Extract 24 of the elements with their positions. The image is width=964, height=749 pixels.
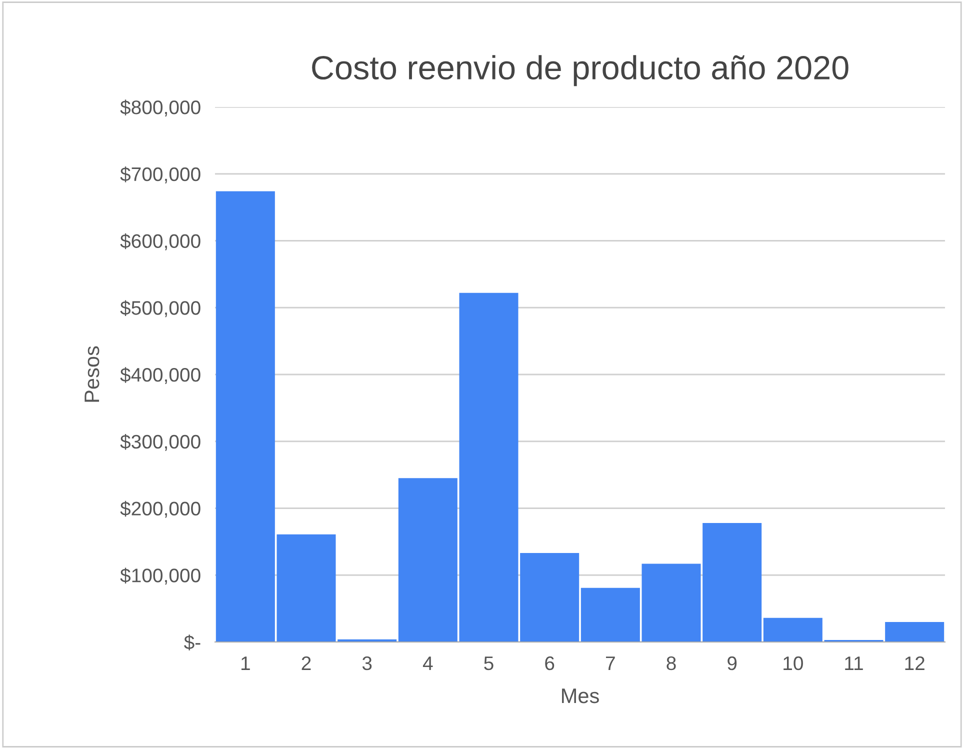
y-tick-label: $800,000 <box>120 100 200 117</box>
x-tick-label: 9 <box>728 656 737 670</box>
x-tick-label: 6 <box>545 656 554 670</box>
x-tick-label: 5 <box>484 656 494 670</box>
x-tick-label: 7 <box>606 656 615 670</box>
x-tick-label: 1 <box>241 656 250 670</box>
x-tick-label: 8 <box>666 656 676 670</box>
y-tick-label: $200,000 <box>120 500 200 518</box>
y-tick-label: $100,000 <box>120 568 200 585</box>
y-tick-label: $600,000 <box>120 233 200 250</box>
y-tick-label: $300,000 <box>120 434 200 451</box>
x-tick-label: 10 <box>784 656 803 670</box>
y-tick-label: $400,000 <box>120 367 200 384</box>
x-axis-title: Mes <box>562 688 599 704</box>
y-axis-title: Pesos <box>84 346 100 402</box>
x-tick-label: 12 <box>905 656 924 670</box>
y-tick-label: $- <box>184 634 200 650</box>
x-tick-label: 11 <box>845 656 863 670</box>
x-tick-label: 2 <box>302 656 311 670</box>
chart-title: Costo reenvio de producto año 2020 <box>312 55 848 86</box>
y-tick-label: $500,000 <box>120 300 200 318</box>
x-tick-label: 4 <box>422 656 433 670</box>
y-tick-label: $700,000 <box>120 166 200 184</box>
x-tick-label: 3 <box>362 656 372 670</box>
